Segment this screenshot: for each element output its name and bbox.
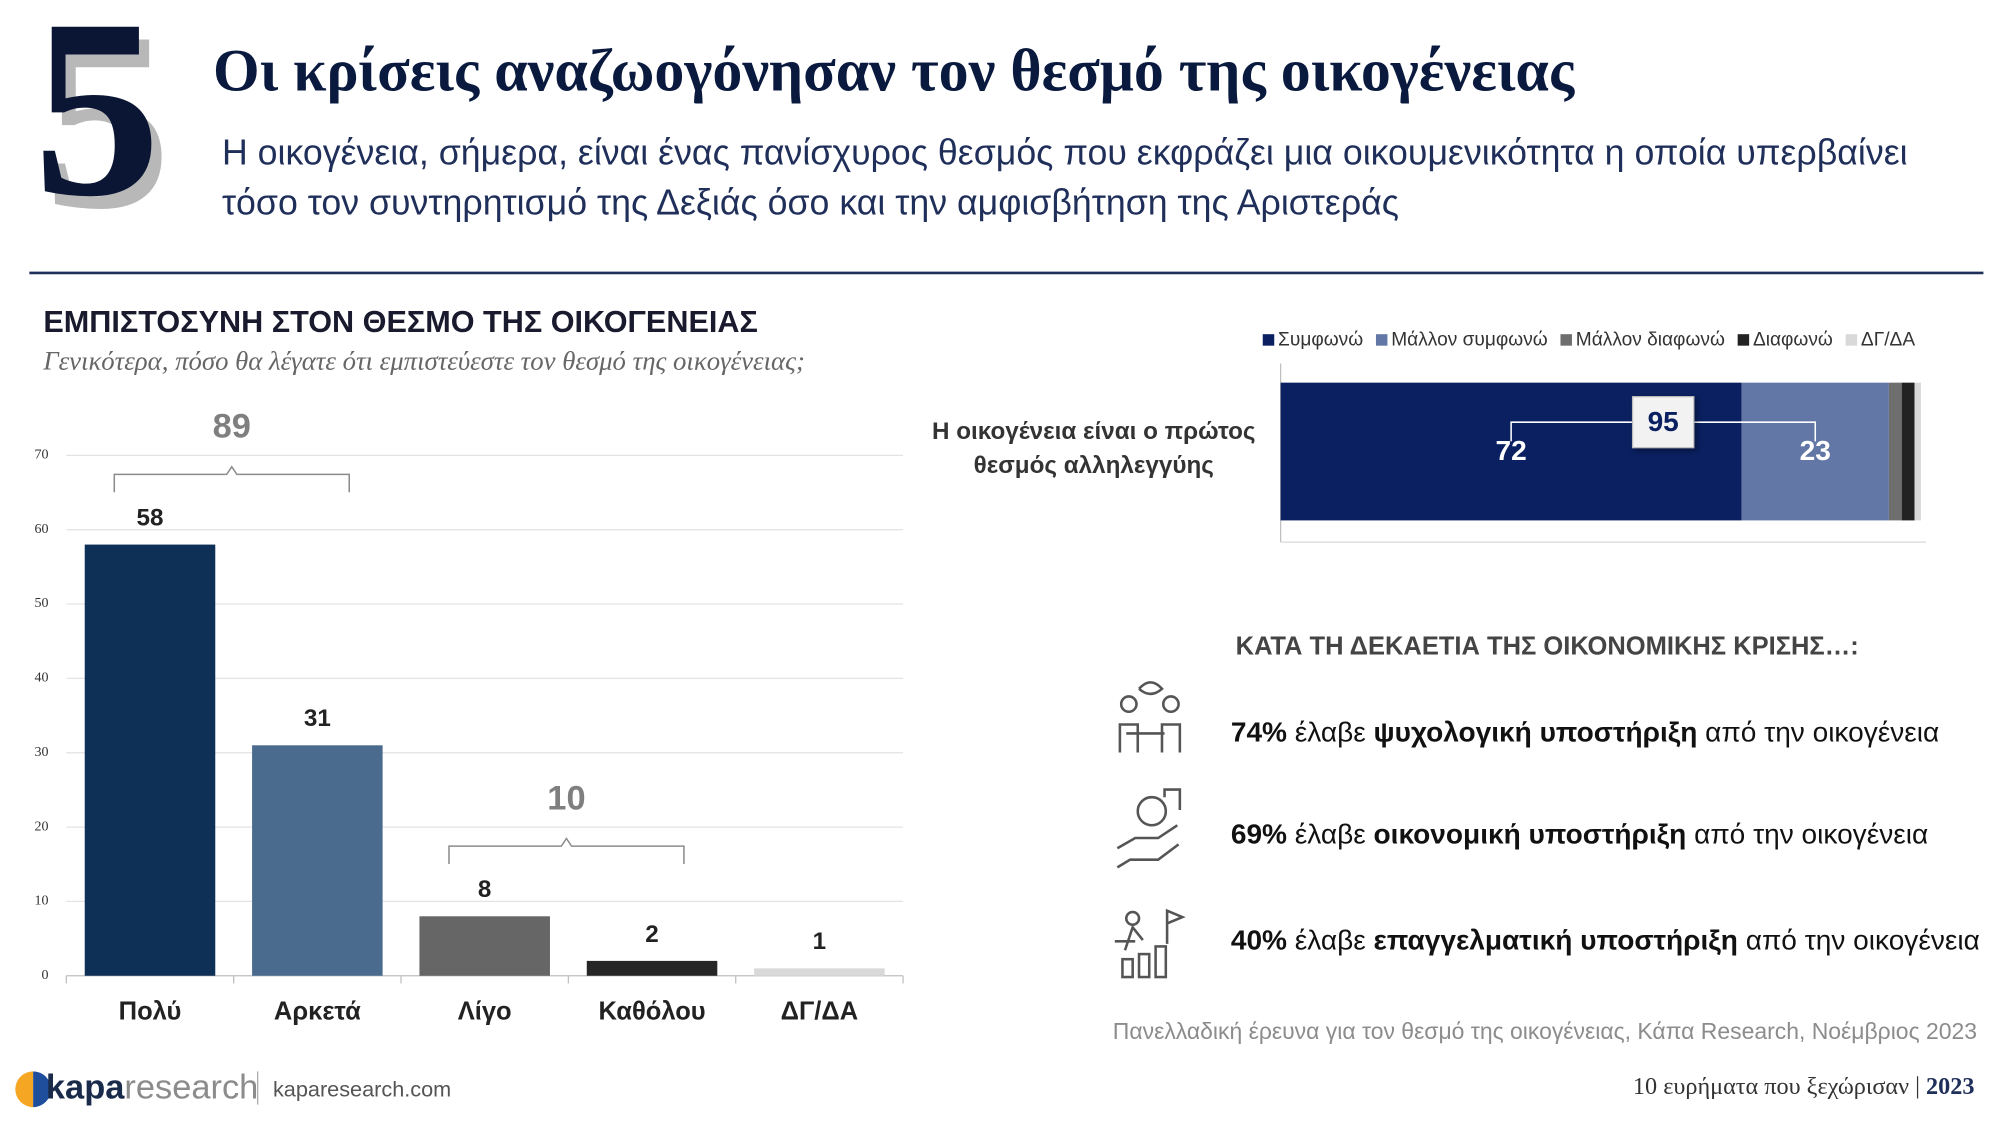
y-tick-label: 10 bbox=[34, 893, 48, 909]
bar bbox=[419, 916, 550, 976]
value-label: 58 bbox=[137, 504, 164, 531]
series-footer: 10 ευρήματα που ξεχώρισαν | 2023 bbox=[1633, 1073, 1975, 1100]
slide-number: 5 bbox=[33, 0, 161, 250]
finding-verb: έλαβε bbox=[1295, 819, 1366, 850]
value-label: 8 bbox=[478, 876, 491, 903]
bar bbox=[754, 968, 885, 976]
icon-professional bbox=[1114, 908, 1186, 979]
bar-segment bbox=[1914, 382, 1921, 521]
logo-brand-text: kapa bbox=[46, 1068, 125, 1106]
bar-segment bbox=[1741, 382, 1889, 521]
series-year: 2023 bbox=[1926, 1073, 1974, 1100]
finding: 40% έλαβε επαγγελματική υποστήριξη από τ… bbox=[1231, 925, 1980, 956]
bar-segment bbox=[1901, 382, 1915, 521]
bar bbox=[586, 960, 718, 976]
finding-rest: από την οικογένεια bbox=[1694, 819, 1928, 850]
logo-suffix: research bbox=[124, 1068, 258, 1106]
value-label: 31 bbox=[304, 705, 331, 732]
y-tick-label: 20 bbox=[34, 818, 48, 834]
finding-emphasis: ψυχολογική υποστήριξη bbox=[1374, 717, 1698, 748]
logo-mark bbox=[15, 1071, 52, 1108]
bar bbox=[84, 544, 216, 976]
y-tick-label: 60 bbox=[34, 521, 48, 537]
finding-emphasis: οικονομική υποστήριξη bbox=[1374, 819, 1687, 850]
series-title: 10 ευρήματα που ξεχώρισαν bbox=[1633, 1073, 1909, 1100]
finding-verb: έλαβε bbox=[1295, 717, 1366, 748]
y-tick-label: 70 bbox=[34, 447, 48, 463]
finding-rest: από την οικογένεια bbox=[1705, 717, 1939, 748]
finding-percent: 40% bbox=[1231, 925, 1287, 956]
source-note: Πανελλαδική έρευνα για τον θεσμό της οικ… bbox=[1113, 1018, 1977, 1044]
icon-psychological bbox=[1118, 681, 1182, 753]
chart-subtitle: Γενικότερα, πόσο θα λέγατε ότι εμπιστεύε… bbox=[42, 346, 805, 376]
findings-heading: ΚΑΤΑ ΤΗ ΔΕΚΑΕΤΙΑ ΤΗΣ ΟΙΚΟΝΟΜΙΚΗΣ ΚΡΙΣΗΣ…… bbox=[1236, 633, 1859, 661]
legend-swatch bbox=[1845, 334, 1858, 346]
bar bbox=[252, 745, 383, 976]
x-tick-label: Αρκετά bbox=[274, 997, 361, 1025]
y-tick-label: 0 bbox=[41, 967, 48, 983]
legend-swatch bbox=[1737, 334, 1750, 346]
slide-subtitle: Η οικογένεια, σήμερα, είναι ένας πανίσχυ… bbox=[221, 132, 1908, 222]
value-label: 2 bbox=[645, 921, 658, 948]
logo-brand: kaparesearch bbox=[46, 1068, 258, 1106]
finding-verb: έλαβε bbox=[1295, 925, 1366, 956]
legend-swatch bbox=[1375, 334, 1388, 346]
legend-swatch bbox=[1262, 334, 1275, 346]
x-tick-label: Πολύ bbox=[119, 997, 182, 1025]
group-total: 89 bbox=[213, 408, 251, 446]
total-label: 95 bbox=[1648, 406, 1679, 437]
group-bracket bbox=[113, 465, 351, 493]
total-box bbox=[1631, 396, 1695, 449]
footer-url: kaparesearch.com bbox=[273, 1076, 451, 1101]
bar-segment bbox=[1888, 382, 1902, 521]
legend-label: Μάλλον συμφωνώ bbox=[1391, 330, 1548, 351]
category-label-box: Η οικογένεια είναι ο πρώτος θεσμός αλληλ… bbox=[931, 418, 1256, 480]
finding-percent: 74% bbox=[1231, 717, 1287, 748]
y-tick-label: 50 bbox=[34, 595, 48, 611]
x-tick-label: Καθόλου bbox=[598, 997, 705, 1025]
x-tick-label: ΔΓ/ΔΑ bbox=[781, 997, 858, 1025]
finding-rest: από την οικογένεια bbox=[1746, 925, 1980, 956]
number-shadow: 5 bbox=[43, 0, 171, 263]
category-label: Η οικογένεια είναι ο πρώτος θεσμός αλληλ… bbox=[931, 418, 1256, 480]
subtitle-box: Η οικογένεια, σήμερα, είναι ένας πανίσχυ… bbox=[221, 132, 1908, 222]
y-tick-label: 40 bbox=[34, 670, 48, 686]
slide-title: Οι κρίσεις αναζωογόνησαν τον θεσμό της ο… bbox=[213, 37, 1575, 103]
legend-label: Συμφωνώ bbox=[1278, 330, 1363, 351]
group-total: 10 bbox=[547, 779, 585, 817]
finding-emphasis: επαγγελματική υποστήριξη bbox=[1374, 925, 1738, 956]
y-tick-label: 30 bbox=[34, 744, 48, 760]
x-tick-label: Λίγο bbox=[458, 997, 512, 1025]
legend-label: Μάλλον διαφωνώ bbox=[1576, 330, 1725, 351]
group-bracket bbox=[448, 837, 685, 864]
legend-label: Διαφωνώ bbox=[1753, 330, 1833, 351]
value-label: 1 bbox=[813, 928, 826, 955]
legend-swatch bbox=[1560, 334, 1572, 346]
finding-percent: 69% bbox=[1231, 819, 1287, 850]
icon-financial bbox=[1116, 788, 1182, 869]
finding: 74% έλαβε ψυχολογική υποστήριξη από την … bbox=[1231, 717, 1939, 748]
finding: 69% έλαβε οικονομική υποστήριξη από την … bbox=[1231, 819, 1928, 850]
chart-title: ΕΜΠΙΣΤΟΣΥΝΗ ΣΤΟΝ ΘΕΣΜΟ ΤΗΣ ΟΙΚΟΓΕΝΕΙΑΣ bbox=[43, 305, 757, 339]
legend-label: ΔΓ/ΔΑ bbox=[1861, 330, 1915, 351]
